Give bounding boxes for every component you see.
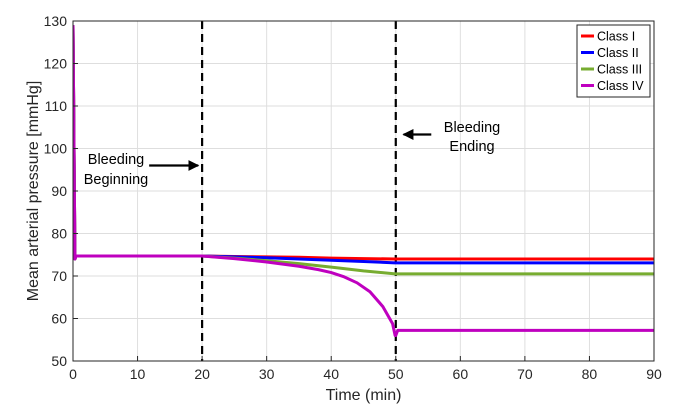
y-tick-label: 100: [44, 141, 68, 157]
x-tick-label: 70: [517, 366, 533, 382]
legend-label: Class III: [597, 63, 642, 77]
y-axis-label: Mean arterial pressure [mmHg]: [25, 81, 42, 302]
y-tick-label: 60: [51, 311, 67, 327]
x-tick-label: 50: [388, 366, 404, 382]
axis-ticks: 0 10 20 30 40 50 60 70 80 90 50 60 70 80 90 100 110 120 13…: [44, 13, 662, 382]
x-tick-label: 90: [646, 366, 662, 382]
y-tick-label: 120: [44, 56, 68, 72]
y-tick-label: 50: [51, 353, 67, 369]
annotation-text: Bleeding: [444, 120, 500, 136]
y-tick-label: 130: [44, 13, 68, 29]
series-lines: [73, 25, 654, 337]
legend: Class I Class II Class III Class IV: [576, 24, 651, 98]
y-tick-label: 80: [51, 226, 67, 242]
legend-label: Class I: [597, 30, 635, 44]
x-tick-label: 40: [323, 366, 339, 382]
legend-label: Class IV: [597, 79, 644, 93]
event-lines: [201, 21, 397, 361]
series-line-class-iv: [73, 25, 654, 337]
x-tick-label: 20: [194, 366, 210, 382]
annotation-text: Ending: [449, 139, 494, 155]
x-tick-label: 0: [69, 366, 77, 382]
legend-label: Class II: [597, 46, 639, 60]
x-tick-label: 30: [259, 366, 275, 382]
annotations: Bleeding Beginning Bleeding Ending: [84, 120, 500, 188]
x-axis-label: Time (min): [326, 387, 402, 404]
annotation-text: Bleeding: [88, 152, 144, 168]
annotation-text: Beginning: [84, 172, 149, 188]
x-tick-label: 60: [453, 366, 469, 382]
y-tick-label: 70: [51, 268, 67, 284]
y-tick-label: 90: [51, 183, 67, 199]
x-tick-label: 10: [130, 366, 146, 382]
x-tick-label: 80: [582, 366, 598, 382]
y-tick-label: 110: [45, 98, 68, 114]
